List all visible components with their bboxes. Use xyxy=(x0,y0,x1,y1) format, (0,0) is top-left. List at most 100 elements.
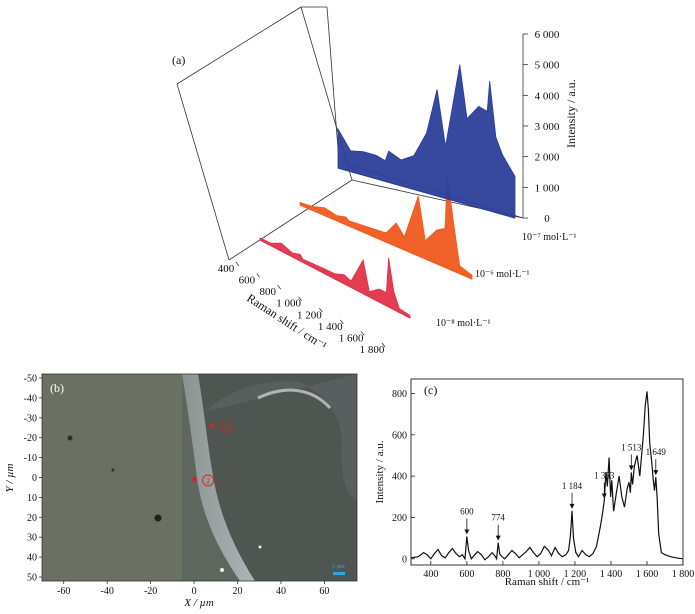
x-tick-label: 1 400 xyxy=(600,569,623,580)
micrograph-image xyxy=(42,374,357,581)
panel-c-x-axis-label: Raman shift / cm⁻¹ xyxy=(505,576,590,588)
panel-a-z-axis-label: Intensity / a.u. xyxy=(564,79,578,148)
peak-label: 1 513 xyxy=(621,442,642,452)
ridge-baseline-3 xyxy=(337,167,516,219)
panel-b-markers: 12 xyxy=(191,420,232,487)
x-tick-label: 1 400 xyxy=(318,321,343,333)
y-tick-label: 600 xyxy=(392,430,407,441)
panel-b-x-ticks: -60 -40 -20 0 20 40 60 xyxy=(57,581,329,597)
panel-c: (c) 600 774 1 184 1 363 1 513 1 649 400 600 800… xyxy=(374,378,694,588)
y-tick-label: 30 xyxy=(27,533,37,544)
peak-arrowhead xyxy=(653,470,659,476)
z-tick-label: 3 000 xyxy=(535,121,560,133)
y-tick-label: -50 xyxy=(24,373,37,384)
spectrum-ridge-2 xyxy=(299,174,473,280)
x-tick-label: 1 200 xyxy=(564,569,587,580)
y-tick-label: 200 xyxy=(392,513,407,524)
scale-bar-label: 5 µm xyxy=(332,564,345,570)
panel-a-z-ticks: 0 1 000 2 000 3 000 4 000 5 000 6 000 xyxy=(523,29,560,225)
panel-c-y-ticks: 0 200 400 600 800 xyxy=(392,389,415,565)
x-tick-label: 1 800 xyxy=(360,344,385,356)
y-tick-label: -10 xyxy=(24,453,37,464)
panel-a-spectra xyxy=(259,64,516,319)
y-tick-label: 0 xyxy=(402,554,407,565)
panel-c-peak-annotations: 600 774 1 184 1 363 1 513 1 649 xyxy=(460,442,667,541)
peak-label: 1 363 xyxy=(594,471,615,481)
panel-b-y-axis-label: Y / µm xyxy=(4,463,16,492)
y-tick-label: 0 xyxy=(32,473,37,484)
x-tick-label: 40 xyxy=(276,586,286,597)
x-tick-label: 1 200 xyxy=(297,309,322,321)
y-tick-label: -40 xyxy=(24,393,37,404)
x-tick-label: 600 xyxy=(239,275,256,287)
ridge-baseline-2 xyxy=(299,204,473,280)
series-label-1: 10⁻⁸ mol·L⁻¹ xyxy=(436,318,491,329)
peak-arrowhead xyxy=(569,503,575,509)
y-tick-label: 800 xyxy=(392,389,407,400)
x-tick-mark xyxy=(256,273,261,278)
marker-circle-1 xyxy=(219,420,232,433)
peak-label: 1 649 xyxy=(646,447,667,457)
y-tick-label: 400 xyxy=(392,472,407,483)
panel-b-y-ticks: -50 -40 -30 -20 -10 0 10 20 30 40 50 xyxy=(24,373,42,584)
panel-a-series-labels: 10⁻⁸ mol·L⁻¹ 10⁻⁶ mol·L⁻¹ 10⁻⁷ mol·L⁻¹ xyxy=(436,232,577,329)
x-tick-mark xyxy=(298,296,302,301)
panel-c-y-axis-label: Intensity / a.u. xyxy=(374,440,386,503)
x-tick-label: -40 xyxy=(101,586,114,597)
peak-label: 1 184 xyxy=(562,481,583,491)
raman-spectrum-line xyxy=(410,391,684,561)
z-tick-label: 1 000 xyxy=(535,182,560,194)
marker-label-2: 2 xyxy=(206,476,210,485)
x-tick-label: 60 xyxy=(319,586,329,597)
x-tick-mark xyxy=(277,284,282,290)
peak-arrowhead xyxy=(628,465,634,471)
y-tick-label: 10 xyxy=(27,493,37,504)
z-tick-label: 5 000 xyxy=(535,60,560,72)
x-tick-mark xyxy=(319,308,323,313)
marker-point-1 xyxy=(209,423,214,428)
peak-label: 600 xyxy=(460,506,474,516)
z-tick-label: 0 xyxy=(544,213,550,225)
x-tick-label: 20 xyxy=(233,586,243,597)
marker-circle-2 xyxy=(202,474,215,487)
x-tick-label: 1 800 xyxy=(672,569,695,580)
x-tick-label: -60 xyxy=(57,586,70,597)
ridge-baseline-1 xyxy=(259,239,411,319)
panel-c-frame xyxy=(410,378,684,566)
y-tick-label: 50 xyxy=(27,573,37,584)
x-tick-label: 800 xyxy=(259,286,276,298)
x-tick-mark xyxy=(339,319,344,325)
panel-b: (b) 12 -60 -40 -20 0 20 40 60 -50-40-30-20-100… xyxy=(4,373,358,609)
x-tick-label: 400 xyxy=(423,569,438,580)
x-tick-label: 0 xyxy=(192,586,197,597)
x-tick-label: 1 000 xyxy=(528,569,551,580)
z-tick-label: 2 000 xyxy=(535,152,560,164)
x-tick-mark xyxy=(235,261,240,267)
panel-a-label: (a) xyxy=(172,53,185,67)
y-tick-label: -30 xyxy=(24,413,37,424)
panel-b-label: (b) xyxy=(50,381,64,395)
y-tick-label: 40 xyxy=(27,553,37,564)
peak-arrowhead xyxy=(495,535,501,541)
x-tick-label: -20 xyxy=(144,586,157,597)
marker-label-1: 1 xyxy=(223,423,227,432)
x-tick-label: 1 600 xyxy=(636,569,659,580)
peak-label: 774 xyxy=(491,513,505,523)
marker-point-2 xyxy=(191,477,197,482)
panel-c-label: (c) xyxy=(424,383,437,397)
panel-c-x-ticks: 400 600 800 1 000 1 200 1 400 1 600 1 800 xyxy=(423,561,694,580)
panel-b-x-axis-label: X / µm xyxy=(183,597,214,609)
scale-bar xyxy=(333,572,345,575)
y-tick-label: 20 xyxy=(27,513,37,524)
y-tick-label: -20 xyxy=(24,433,37,444)
x-tick-mark xyxy=(360,331,365,336)
peak-arrowhead xyxy=(464,529,470,535)
peak-arrowhead xyxy=(601,493,607,499)
spectrum-ridge-3 xyxy=(337,64,516,219)
x-tick-label: 400 xyxy=(218,263,235,275)
series-label-3: 10⁻⁷ mol·L⁻¹ xyxy=(522,232,577,243)
z-tick-label: 6 000 xyxy=(535,29,560,41)
